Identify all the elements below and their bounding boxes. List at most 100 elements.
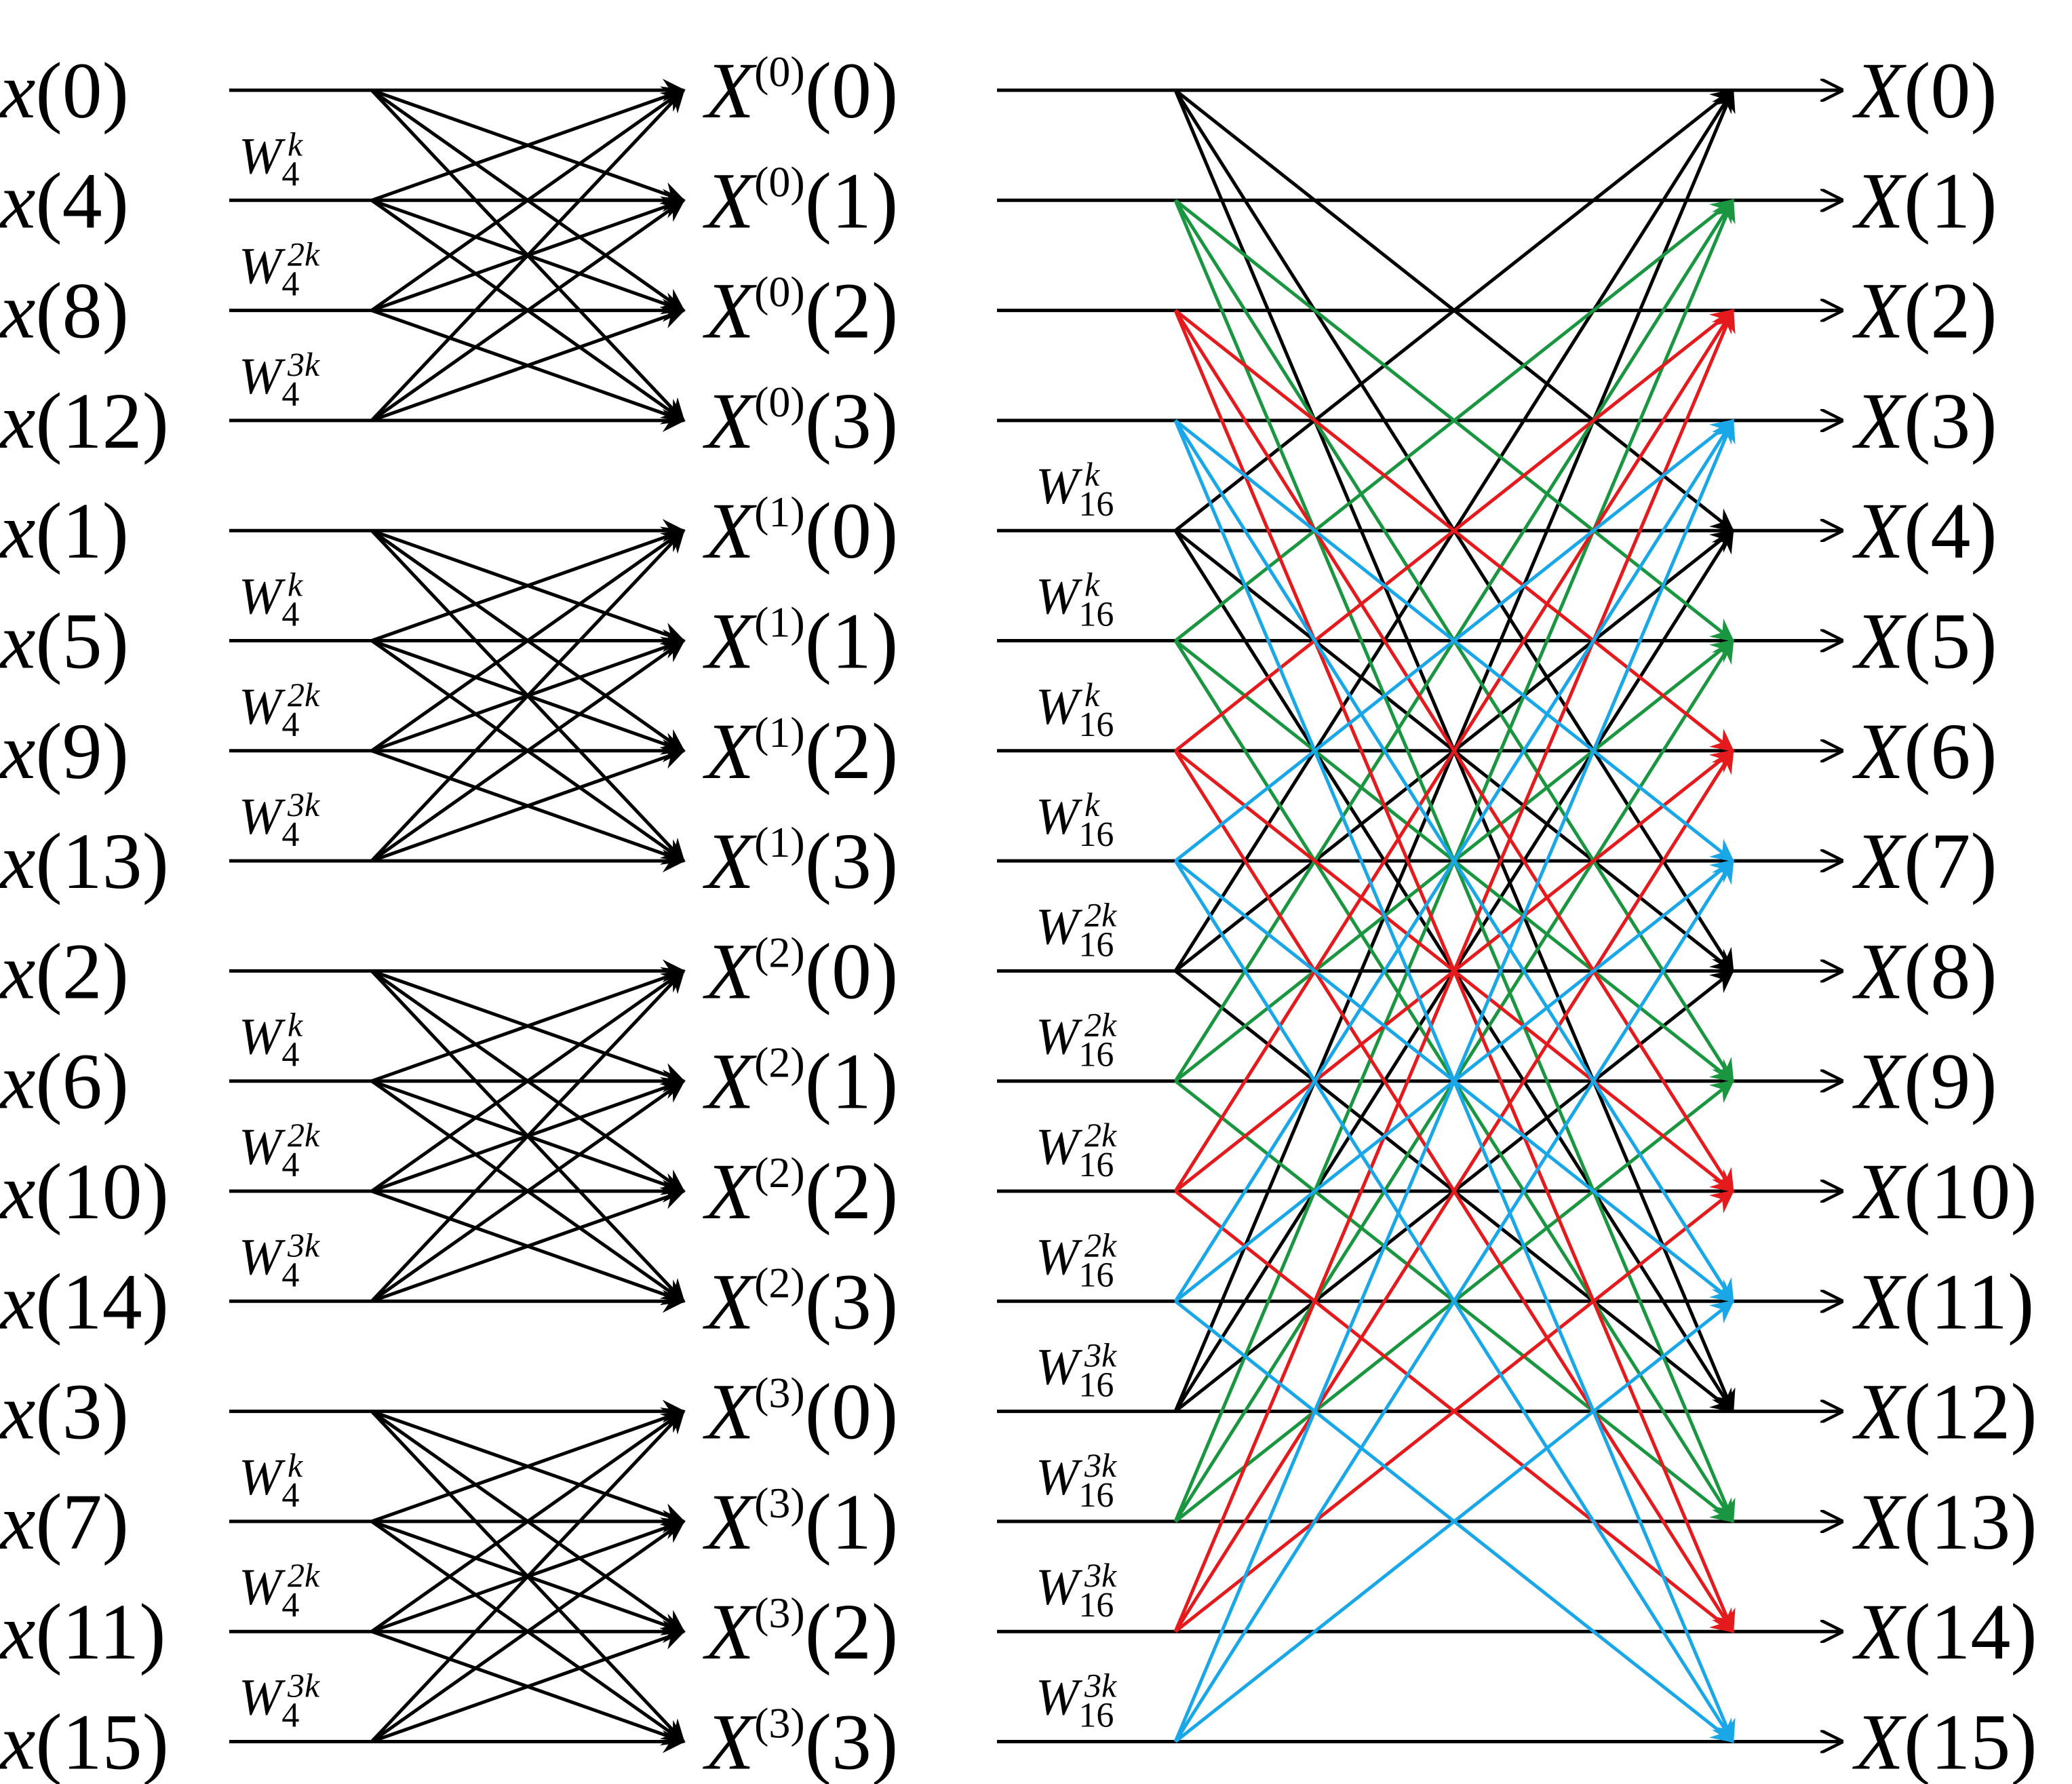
input-label: x(1) [0,486,129,575]
output-label: X(5) [1852,597,1997,686]
stage1-butterfly-edge [370,969,685,1303]
stage1-twiddle-label-exponent: k [288,125,303,163]
stage1-butterfly-edge [371,747,686,863]
stage1-twiddle-label: W4 [239,238,299,304]
stage2-twiddle-label-exponent: k [1084,455,1100,493]
input-label: x(6) [0,1037,129,1126]
stage1-twiddle-label-exponent: k [288,566,303,604]
stage1-twiddle-label-exponent: 3k [287,786,320,823]
input-label: x(3) [0,1368,129,1456]
stage2-twiddle-label: W16 [1036,458,1114,524]
stage1-twiddle-label: W4 [239,568,299,634]
input-label: x(11) [0,1587,166,1676]
stage2-twiddle-label-exponent: 2k [1084,895,1117,933]
stage1-twiddle-label: W4 [239,1228,299,1294]
stage1-twiddle-label: W4 [239,1009,299,1074]
stage1-butterfly-edge [370,1410,685,1743]
input-label: x(12) [0,376,169,465]
intermediate-label: X(0)(1) [703,156,898,245]
intermediate-label: X(0)(2) [703,267,898,355]
stage2-butterfly-edge [1174,419,1735,863]
intermediate-label: X(0)(3) [703,376,898,465]
output-label: X(7) [1852,817,1997,906]
stage1-butterfly-edge [371,967,686,1083]
intermediate-label: X(3)(3) [703,1698,898,1784]
stage1-butterfly-edge [370,529,686,752]
intermediate-label: X(2)(1) [703,1037,898,1126]
input-label: x(15) [0,1698,169,1784]
output-label: X(15) [1852,1698,2037,1784]
stage1-butterflies [229,79,686,1753]
stage2-butterfly-edge [1174,309,1735,752]
output-label: X(13) [1852,1477,2037,1566]
intermediate-label: X(3)(0) [703,1368,898,1456]
input-label: x(0) [0,46,129,135]
input-label: x(9) [0,707,129,796]
stage1-twiddle-label-exponent: 2k [288,1116,320,1154]
stage2-butterfly-edge [1173,309,1735,1192]
stage2-butterfly-edge [1173,308,1736,1633]
stage1-twiddle-label: W4 [239,348,299,414]
intermediate-label: X(2)(2) [703,1147,898,1236]
stage1-butterfly-edge [370,1079,686,1303]
stage1-twiddle-label-exponent: 2k [288,235,320,273]
stage2-butterfly-edge [1173,749,1735,1633]
stage2-twiddle-label: W16 [1036,1119,1114,1184]
input-label: x(4) [0,156,129,245]
stage2-twiddle-label: W16 [1036,1339,1114,1405]
intermediate-label: X(0)(0) [703,46,898,135]
stage1-twiddle-label: W4 [239,1449,299,1515]
intermediate-label: X(2)(3) [703,1257,898,1346]
stage1-twiddle-label: W4 [239,1119,299,1184]
output-label: X(9) [1852,1037,1997,1126]
intermediate-label: X(1)(0) [703,486,898,575]
stage1-butterfly-edge [370,639,686,863]
stage1-twiddle-label: W4 [239,1669,299,1735]
output-label: X(2) [1852,267,1997,355]
output-label: X(12) [1852,1368,2037,1456]
stage1-twiddle-label: W4 [239,128,299,193]
stage2-twiddle-label: W16 [1036,1009,1114,1074]
input-label: x(14) [0,1257,169,1346]
stage1-butterfly-edge [370,1410,686,1633]
stage2-twiddle-label: W16 [1036,1669,1114,1735]
stage2-butterfly-edge [1173,419,1736,1743]
stage2-butterfly-edge [1173,419,1735,1302]
output-label: X(0) [1852,46,1997,135]
output-label: X(8) [1852,927,1997,1015]
stage2-twiddle-label: W16 [1036,1449,1114,1515]
stage2-twiddle-label-exponent: 3k [1084,1446,1117,1484]
stage1-twiddle-label-exponent: k [288,1446,303,1484]
stage2-twiddle-label: W16 [1036,898,1114,964]
stage2-twiddle-label: W16 [1036,1559,1114,1625]
input-label: x(10) [0,1147,169,1236]
stage2-butterflies [997,90,1841,1742]
stage2-twiddle-label-exponent: k [1084,676,1100,714]
stage2-twiddle-label-exponent: 3k [1084,1556,1117,1594]
output-label: X(6) [1852,707,1997,796]
stage1-twiddle-label-exponent: k [288,1006,303,1044]
intermediate-label: X(3)(2) [703,1587,898,1676]
stage1-butterfly-edge [370,1519,686,1743]
stage2-twiddle-label-exponent: k [1084,566,1100,604]
output-label: X(14) [1852,1587,2037,1676]
stage2-butterfly-edge [1174,1190,1735,1633]
stage1-twiddle-label-exponent: 2k [288,676,320,714]
stage2-twiddle-label-exponent: 3k [1084,1336,1117,1374]
input-label: x(13) [0,817,169,906]
stage2-twiddle-label-exponent: 2k [1084,1226,1117,1264]
stage2-twiddle-label: W16 [1036,1228,1114,1294]
stage1-butterfly-edge [370,199,686,422]
node-labels: x(0) x(4) x(8) x(12) x(1) x(5) x(9) x(13) x(2) x(… [0,46,2037,1784]
output-label: X(4) [1852,486,1997,575]
stage1-twiddle-label-exponent: 3k [287,1667,320,1705]
input-label: x(2) [0,927,129,1015]
stage2-butterfly-edge [1174,1300,1735,1743]
stage1-butterfly-edge [371,1187,686,1303]
stage1-twiddle-label: W4 [239,678,299,744]
output-label: X(11) [1852,1257,2034,1346]
stage1-twiddle-label-exponent: 3k [287,1226,320,1264]
input-label: x(7) [0,1477,129,1566]
intermediate-label: X(1)(2) [703,707,898,796]
